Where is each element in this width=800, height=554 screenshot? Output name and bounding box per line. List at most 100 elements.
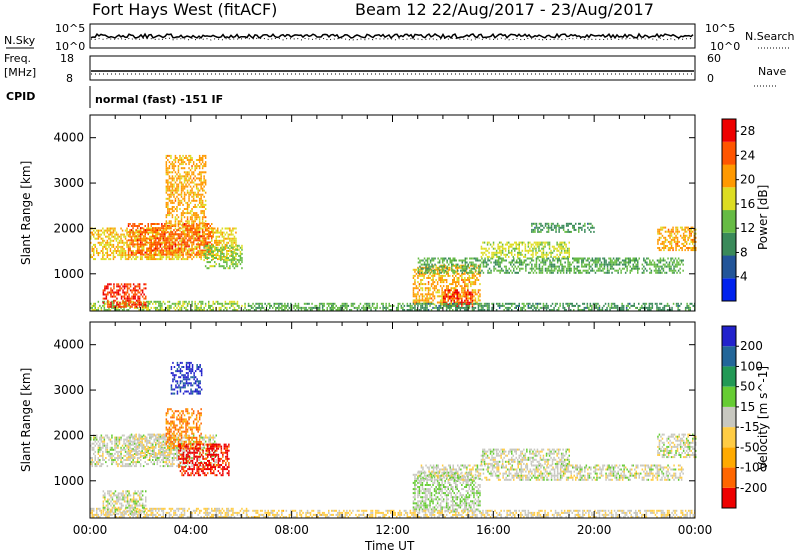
power-echo-cell: [188, 161, 190, 164]
power-echo-cell: [259, 302, 262, 305]
power-echo-cell: [596, 257, 598, 260]
power-echo-cell: [577, 309, 579, 311]
power-echo-cell: [664, 271, 666, 274]
power-echo-cell: [470, 285, 472, 288]
power-echo-cell: [350, 309, 353, 311]
power-echo-cell: [221, 243, 224, 246]
power-echo-cell: [441, 265, 444, 268]
power-echo-cell: [139, 251, 142, 254]
power-echo-cell: [588, 267, 591, 270]
power-echo-cell: [451, 261, 453, 264]
power-echo-cell: [624, 261, 627, 264]
power-echo-cell: [179, 193, 181, 196]
power-echo-cell: [147, 241, 149, 244]
power-echo-cell: [424, 283, 427, 286]
power-echo-cell: [106, 254, 109, 257]
power-echo-cell: [180, 214, 183, 217]
power-echo-cell: [188, 224, 190, 227]
power-echo-cell: [461, 261, 464, 264]
power-echo-cell: [179, 300, 181, 303]
power-echo-cell: [108, 306, 110, 309]
power-echo-cell: [573, 226, 575, 229]
power-echo-cell: [470, 295, 472, 298]
power-echo-cell: [186, 189, 189, 192]
power-echo-cell: [165, 226, 168, 229]
power-echo-cell: [311, 309, 313, 311]
power-echo-cell: [603, 261, 606, 264]
power-echo-cell: [235, 263, 237, 266]
power-echo-cell: [557, 245, 560, 248]
power-echo-cell: [208, 306, 210, 309]
power-echo-cell: [402, 309, 404, 311]
power-echo-cell: [167, 171, 169, 174]
power-echo-cell: [155, 309, 157, 311]
power-echo-cell: [137, 283, 139, 286]
power-echo-cell: [686, 306, 688, 309]
power-echo-cell: [227, 233, 230, 236]
power-echo-cell: [227, 246, 230, 249]
power-echo-cell: [91, 306, 93, 309]
power-echo-cell: [173, 235, 175, 238]
power-echo-cell: [673, 269, 675, 272]
power-echo-cell: [506, 253, 508, 256]
power-echo-cell: [235, 231, 237, 234]
power-echo-cell: [168, 214, 171, 217]
power-echo-cell: [93, 252, 95, 254]
power-echo-cell: [141, 258, 143, 261]
power-echo-cell: [615, 261, 618, 264]
power-echo-cell: [132, 241, 134, 244]
power-echo-cell: [539, 302, 542, 305]
power-echo-cell: [192, 247, 195, 250]
power-echo-cell: [116, 289, 118, 292]
power-echo-cell: [126, 295, 129, 298]
power-echo-cell: [102, 304, 104, 307]
power-echo-cell: [170, 181, 172, 184]
power-echo-cell: [444, 301, 446, 304]
power-echo-cell: [557, 243, 560, 246]
power-echo-cell: [511, 243, 513, 246]
power-echo-cell: [177, 247, 180, 250]
power-echo-cell: [197, 187, 199, 190]
power-echo-cell: [282, 304, 285, 307]
power-echo-cell: [547, 226, 550, 229]
power-echo-cell: [203, 309, 205, 311]
power-echo-cell: [486, 306, 489, 309]
power-echo-cell: [553, 249, 555, 252]
power-echo-cell: [204, 233, 207, 236]
power-echo-cell: [182, 300, 184, 303]
power-echo-cell: [229, 255, 231, 257]
power-echo-cell: [125, 291, 127, 294]
power-echo-cell: [573, 257, 575, 260]
power-echo-cell: [203, 249, 205, 252]
power-echo-cell: [139, 229, 142, 232]
power-echo-cell: [661, 271, 663, 274]
power-echo-cell: [171, 183, 174, 186]
power-echo-cell: [518, 247, 520, 250]
power-echo-cell: [106, 227, 109, 230]
power-echo-cell: [420, 271, 423, 274]
power-echo-cell: [174, 243, 177, 246]
power-echo-cell: [170, 201, 172, 204]
power-echo-cell: [483, 302, 486, 305]
power-echo-cell: [487, 257, 489, 260]
power-echo-cell: [168, 237, 171, 240]
power-echo-cell: [158, 239, 160, 242]
power-echo-cell: [167, 304, 169, 307]
power-echo-cell: [430, 302, 433, 305]
power-echo-cell: [112, 252, 115, 254]
power-echo-cell: [165, 173, 168, 176]
power-echo-cell: [208, 231, 210, 234]
power-echo-cell: [177, 167, 180, 170]
power-echo-cell: [547, 243, 549, 246]
power-echo-cell: [186, 227, 189, 230]
power-echo-cell: [582, 261, 585, 264]
power-echo-cell: [453, 281, 455, 284]
power-echo-cell: [194, 239, 196, 242]
power-echo-cell: [171, 177, 174, 180]
power-echo-cell: [126, 229, 128, 232]
power-echo-cell: [586, 304, 589, 307]
power-echo-cell: [475, 263, 477, 266]
power-echo-cell: [168, 241, 171, 244]
power-echo-cell: [97, 252, 100, 254]
power-echo-cell: [458, 291, 460, 294]
